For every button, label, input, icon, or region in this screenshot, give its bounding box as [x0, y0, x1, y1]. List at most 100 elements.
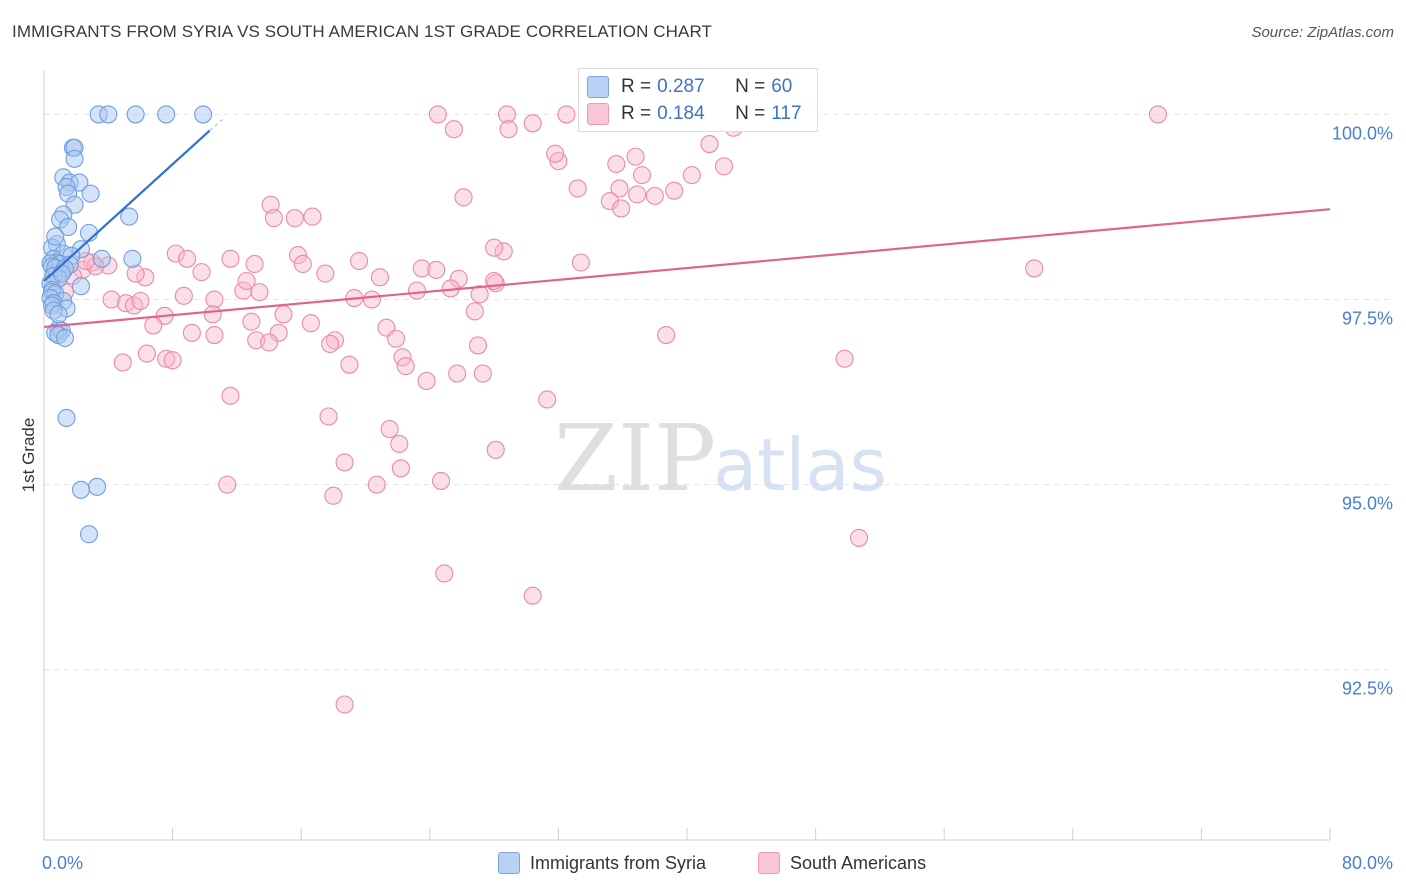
- south-american-point: [221, 386, 240, 405]
- axes: [43, 70, 1331, 841]
- south-american-point: [1025, 259, 1044, 278]
- south-american-point: [136, 268, 155, 287]
- south-american-point: [412, 259, 431, 278]
- south-american-point: [335, 453, 354, 472]
- south-american-point: [612, 199, 631, 218]
- south-american-point: [391, 459, 410, 478]
- south-american-point: [192, 263, 211, 282]
- south-american-point: [182, 323, 201, 342]
- south-american-point: [367, 475, 386, 494]
- syria-point: [123, 249, 142, 268]
- bottom-swatch-pink: [758, 852, 780, 874]
- south-american-point: [166, 244, 185, 263]
- south-american-point: [144, 316, 163, 335]
- south-american-point: [370, 268, 390, 287]
- y-axis-label: 1st Grade: [19, 418, 38, 493]
- syria-point: [157, 105, 176, 124]
- south-american-point: [245, 254, 264, 274]
- south-american-point: [113, 353, 132, 372]
- south-american-point: [259, 333, 279, 352]
- south-american-point: [301, 314, 320, 333]
- south-american-point: [407, 281, 426, 300]
- syria-point: [92, 249, 111, 268]
- south-american-point: [340, 355, 359, 374]
- legend-row-syria: R = 0.287 N = 60: [579, 73, 792, 101]
- south-american-point: [293, 254, 312, 274]
- syria-point: [81, 184, 100, 203]
- trend-lines: [43, 119, 1331, 329]
- south-american-point: [470, 285, 489, 304]
- syria-point: [52, 264, 71, 283]
- syria-point: [99, 105, 118, 124]
- south-american-point: [657, 326, 676, 345]
- south-american-point: [350, 251, 369, 271]
- south-american-point: [237, 271, 256, 291]
- south-american-point: [682, 166, 701, 185]
- south-americans-trendline: [43, 208, 1331, 329]
- south-american-point: [1148, 105, 1168, 124]
- syria-point: [55, 328, 74, 348]
- south-american-point: [221, 249, 240, 268]
- y-tick-label: 100.0%: [1332, 123, 1393, 143]
- south-american-point: [380, 420, 399, 439]
- legend-r-value: 0.287: [657, 76, 705, 97]
- south-american-point: [335, 695, 354, 714]
- watermark-atlas: atlas: [713, 423, 887, 507]
- south-american-point: [432, 471, 451, 490]
- south-american-point: [835, 349, 854, 368]
- y-tick-label: 97.5%: [1342, 309, 1393, 329]
- syria-point: [46, 227, 65, 246]
- south-american-point: [321, 334, 340, 353]
- south-american-point: [610, 179, 629, 198]
- syria-point: [120, 207, 139, 226]
- south-american-point: [250, 283, 269, 302]
- south-american-point: [203, 305, 222, 324]
- south-american-point: [538, 390, 557, 409]
- south-american-point: [264, 209, 283, 228]
- south-american-point: [285, 209, 304, 228]
- south-american-point: [242, 312, 261, 331]
- bottom-legend-south-americans: South Americans: [758, 852, 926, 874]
- south-american-point: [126, 264, 145, 283]
- south-american-point: [319, 407, 338, 426]
- watermark-zip: ZIP: [554, 405, 716, 512]
- south-american-point: [473, 364, 492, 383]
- south-american-point: [523, 114, 542, 133]
- south-american-point: [645, 186, 664, 205]
- south-american-point: [448, 364, 467, 383]
- legend-n-label: N =: [735, 76, 766, 97]
- south-american-point: [269, 323, 288, 342]
- south-american-point: [454, 188, 473, 207]
- x-tick-label-right: 80.0%: [1342, 853, 1393, 873]
- south-american-point: [174, 286, 193, 305]
- south-american-point: [261, 195, 280, 214]
- legend-r-label: R =: [621, 76, 652, 97]
- x-tick-label-left: 0.0%: [42, 853, 83, 873]
- south-american-point: [626, 147, 645, 166]
- bottom-legend: Immigrants from Syria South Americans: [0, 852, 1406, 876]
- south-american-point: [234, 281, 253, 300]
- source-label: Source: ZipAtlas.com: [1251, 24, 1394, 41]
- legend-r-value: 0.184: [657, 103, 705, 124]
- legend-n-label: N =: [735, 103, 766, 124]
- south-american-point: [571, 253, 590, 272]
- syria-points: [41, 105, 213, 544]
- south-american-point: [324, 486, 343, 505]
- legend-n-value: 117: [771, 103, 802, 124]
- legend-r-label: R =: [621, 103, 652, 124]
- south-american-point: [665, 181, 684, 200]
- south-american-point: [316, 264, 335, 283]
- syria-point: [65, 149, 84, 168]
- axis-labels: 100.0% 97.5% 95.0% 92.5% 0.0% 80.0% 1st Grade: [19, 123, 1393, 873]
- south-american-point: [523, 586, 542, 605]
- south-american-point: [417, 371, 436, 391]
- south-american-point: [444, 120, 463, 139]
- south-american-point: [157, 349, 176, 368]
- stats-legend: R = 0.287 N = 60 R = 0.184 N = 117: [578, 68, 818, 132]
- south-american-point: [632, 166, 652, 185]
- south-american-point: [288, 246, 308, 265]
- y-tick-label: 95.0%: [1342, 494, 1393, 514]
- south-american-point: [205, 290, 224, 309]
- south-american-point: [390, 434, 409, 453]
- syria-point: [71, 277, 91, 296]
